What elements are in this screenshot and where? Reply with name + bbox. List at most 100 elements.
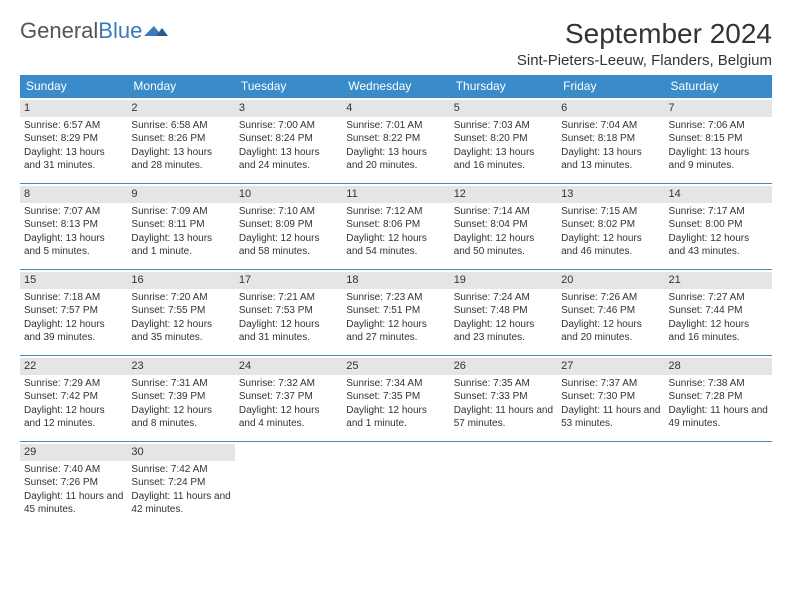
calendar-day-cell: 2Sunrise: 6:58 AMSunset: 8:26 PMDaylight… [127, 98, 234, 184]
calendar-day-cell: 5Sunrise: 7:03 AMSunset: 8:20 PMDaylight… [450, 98, 557, 184]
day-daylight: Daylight: 12 hours and 8 minutes. [131, 404, 230, 431]
calendar-day-cell: 21 Sunrise: 7:27 AMSunset: 7:44 PMDayligh… [665, 270, 772, 356]
day-sunrise: Sunrise: 6:58 AM [131, 119, 230, 133]
calendar-day-cell: 9Sunrise: 7:09 AMSunset: 8:11 PMDaylight… [127, 184, 234, 270]
day-number: 22 [20, 358, 127, 375]
day-daylight: Daylight: 12 hours and 27 minutes. [346, 318, 445, 345]
day-sunset: Sunset: 8:22 PM [346, 132, 445, 146]
day-number: 19 [450, 272, 557, 289]
calendar-day-cell: 26Sunrise: 7:35 AMSunset: 7:33 PMDayligh… [450, 356, 557, 442]
day-info: Sunrise: 7:42 AMSunset: 7:24 PMDaylight:… [131, 463, 230, 517]
month-title: September 2024 [517, 18, 772, 50]
day-sunset: Sunset: 8:02 PM [561, 218, 660, 232]
day-number: 5 [450, 100, 557, 117]
day-sunrise: Sunrise: 7:04 AM [561, 119, 660, 133]
day-sunset: Sunset: 7:39 PM [131, 390, 230, 404]
day-sunset: Sunset: 7:28 PM [669, 390, 768, 404]
day-sunset: Sunset: 7:24 PM [131, 476, 230, 490]
day-sunset: Sunset: 7:46 PM [561, 304, 660, 318]
calendar-day-cell [450, 442, 557, 528]
day-number: 4 [342, 100, 449, 117]
day-info: Sunrise: 7:06 AMSunset: 8:15 PMDaylight:… [669, 119, 768, 173]
day-sunrise: Sunrise: 7:18 AM [24, 291, 123, 305]
day-sunset: Sunset: 8:13 PM [24, 218, 123, 232]
day-sunrise: Sunrise: 7:35 AM [454, 377, 553, 391]
weekday-header: Monday [127, 75, 234, 98]
calendar-day-cell: 23 Sunrise: 7:31 AMSunset: 7:39 PMDayligh… [127, 356, 234, 442]
calendar-day-cell: 28Sunrise: 7:38 AMSunset: 7:28 PMDayligh… [665, 356, 772, 442]
calendar-day-cell: 3Sunrise: 7:00 AMSunset: 8:24 PMDaylight… [235, 98, 342, 184]
day-number: 17 [235, 272, 342, 289]
day-sunset: Sunset: 8:04 PM [454, 218, 553, 232]
day-daylight: Daylight: 12 hours and 43 minutes. [669, 232, 768, 259]
day-daylight: Daylight: 13 hours and 24 minutes. [239, 146, 338, 173]
day-daylight: Daylight: 13 hours and 1 minute. [131, 232, 230, 259]
day-sunrise: Sunrise: 7:15 AM [561, 205, 660, 219]
day-info: Sunrise: 7:34 AMSunset: 7:35 PMDaylight:… [346, 377, 445, 431]
calendar-day-cell: 27Sunrise: 7:37 AMSunset: 7:30 PMDayligh… [557, 356, 664, 442]
day-info: Sunrise: 7:10 AMSunset: 8:09 PMDaylight:… [239, 205, 338, 259]
day-daylight: Daylight: 11 hours and 42 minutes. [131, 490, 230, 517]
day-number: 18 [342, 272, 449, 289]
day-sunset: Sunset: 8:18 PM [561, 132, 660, 146]
day-info: Sunrise: 7:09 AMSunset: 8:11 PMDaylight:… [131, 205, 230, 259]
day-daylight: Daylight: 12 hours and 20 minutes. [561, 318, 660, 345]
day-daylight: Daylight: 13 hours and 9 minutes. [669, 146, 768, 173]
day-daylight: Daylight: 13 hours and 31 minutes. [24, 146, 123, 173]
day-sunrise: Sunrise: 7:38 AM [669, 377, 768, 391]
day-sunset: Sunset: 7:53 PM [239, 304, 338, 318]
day-sunrise: Sunrise: 7:03 AM [454, 119, 553, 133]
day-sunset: Sunset: 7:57 PM [24, 304, 123, 318]
day-info: Sunrise: 7:23 AMSunset: 7:51 PMDaylight:… [346, 291, 445, 345]
calendar-day-cell [665, 442, 772, 528]
calendar-day-cell: 19Sunrise: 7:24 AMSunset: 7:48 PMDayligh… [450, 270, 557, 356]
day-daylight: Daylight: 12 hours and 4 minutes. [239, 404, 338, 431]
calendar-day-cell: 12Sunrise: 7:14 AMSunset: 8:04 PMDayligh… [450, 184, 557, 270]
calendar-day-cell: 20 Sunrise: 7:26 AMSunset: 7:46 PMDayligh… [557, 270, 664, 356]
day-daylight: Daylight: 12 hours and 1 minute. [346, 404, 445, 431]
weekday-header: Friday [557, 75, 664, 98]
day-number: 28 [665, 358, 772, 375]
weekday-header: Sunday [20, 75, 127, 98]
calendar-week-row: 1Sunrise: 6:57 AMSunset: 8:29 PMDaylight… [20, 98, 772, 184]
day-number: 14 [665, 186, 772, 203]
day-number: 23 [127, 358, 234, 375]
day-sunrise: Sunrise: 7:14 AM [454, 205, 553, 219]
weekday-header: Saturday [665, 75, 772, 98]
day-daylight: Daylight: 13 hours and 20 minutes. [346, 146, 445, 173]
calendar-day-cell: 24 Sunrise: 7:32 AMSunset: 7:37 PMDayligh… [235, 356, 342, 442]
day-number: 29 [20, 444, 127, 461]
title-block: September 2024 Sint-Pieters-Leeuw, Fland… [517, 18, 772, 69]
day-info: Sunrise: 7:26 AMSunset: 7:46 PMDaylight:… [561, 291, 660, 345]
day-number: 2 [127, 100, 234, 117]
day-sunrise: Sunrise: 7:34 AM [346, 377, 445, 391]
day-daylight: Daylight: 12 hours and 58 minutes. [239, 232, 338, 259]
day-number: 20 [557, 272, 664, 289]
day-number: 24 [235, 358, 342, 375]
day-sunrise: Sunrise: 7:27 AM [669, 291, 768, 305]
day-daylight: Daylight: 12 hours and 46 minutes. [561, 232, 660, 259]
day-sunset: Sunset: 7:48 PM [454, 304, 553, 318]
day-number: 16 [127, 272, 234, 289]
day-sunset: Sunset: 8:29 PM [24, 132, 123, 146]
day-info: Sunrise: 7:37 AMSunset: 7:30 PMDaylight:… [561, 377, 660, 431]
day-info: Sunrise: 7:14 AMSunset: 8:04 PMDaylight:… [454, 205, 553, 259]
day-sunrise: Sunrise: 7:31 AM [131, 377, 230, 391]
day-info: Sunrise: 6:57 AMSunset: 8:29 PMDaylight:… [24, 119, 123, 173]
day-number: 30 [127, 444, 234, 461]
logo: GeneralBlue [20, 18, 168, 44]
calendar-day-cell: 14Sunrise: 7:17 AMSunset: 8:00 PMDayligh… [665, 184, 772, 270]
day-number: 25 [342, 358, 449, 375]
day-number: 21 [665, 272, 772, 289]
day-info: Sunrise: 7:32 AMSunset: 7:37 PMDaylight:… [239, 377, 338, 431]
calendar-day-cell: 22 Sunrise: 7:29 AMSunset: 7:42 PMDayligh… [20, 356, 127, 442]
day-sunrise: Sunrise: 7:17 AM [669, 205, 768, 219]
day-info: Sunrise: 7:40 AMSunset: 7:26 PMDaylight:… [24, 463, 123, 517]
weekday-header: Thursday [450, 75, 557, 98]
day-info: Sunrise: 7:12 AMSunset: 8:06 PMDaylight:… [346, 205, 445, 259]
day-sunset: Sunset: 7:37 PM [239, 390, 338, 404]
day-info: Sunrise: 7:29 AMSunset: 7:42 PMDaylight:… [24, 377, 123, 431]
calendar-week-row: 29 Sunrise: 7:40 AMSunset: 7:26 PMDayligh… [20, 442, 772, 528]
day-info: Sunrise: 7:27 AMSunset: 7:44 PMDaylight:… [669, 291, 768, 345]
logo-text-1: General [20, 18, 98, 44]
